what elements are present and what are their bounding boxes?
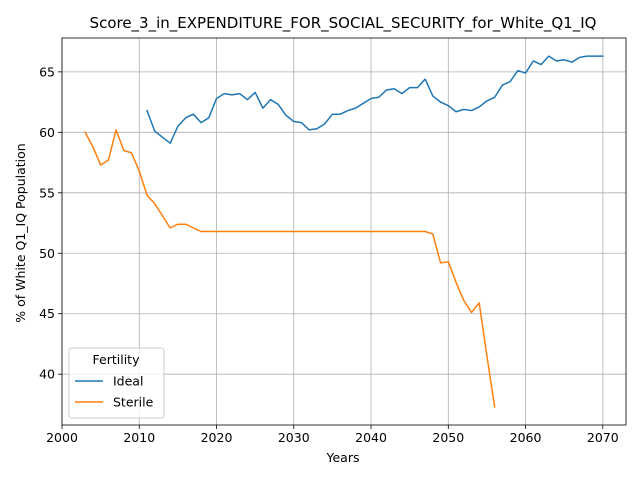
series-layer bbox=[84, 55, 604, 408]
x-tick-label: 2000 bbox=[46, 430, 78, 445]
x-tick-label: 2060 bbox=[510, 430, 542, 445]
x-tick-label: 2040 bbox=[355, 430, 387, 445]
series-line-sterile bbox=[84, 129, 496, 408]
y-tick-label: 50 bbox=[39, 246, 55, 261]
legend: Fertility Ideal Sterile bbox=[68, 347, 165, 419]
y-axis: 40 45 50 55 60 65 bbox=[39, 64, 62, 382]
x-tick-label: 2020 bbox=[201, 430, 233, 445]
legend-label-sterile: Sterile bbox=[113, 395, 154, 410]
legend-label-ideal: Ideal bbox=[113, 374, 143, 389]
x-axis: 2000 2010 2020 2030 2040 2050 2060 2070 bbox=[46, 425, 619, 445]
x-tick-label: 2070 bbox=[587, 430, 619, 445]
y-tick-label: 45 bbox=[39, 306, 55, 321]
y-tick-label: 40 bbox=[39, 367, 55, 382]
y-axis-label: % of White Q1_IQ Population bbox=[13, 143, 28, 322]
y-tick-label: 55 bbox=[39, 185, 55, 200]
x-axis-label: Years bbox=[326, 450, 360, 465]
series-line-ideal bbox=[146, 55, 604, 144]
legend-title: Fertility bbox=[93, 352, 141, 367]
x-tick-label: 2050 bbox=[432, 430, 464, 445]
x-tick-label: 2030 bbox=[278, 430, 310, 445]
y-tick-label: 65 bbox=[39, 64, 55, 79]
chart-title: Score_3_in_EXPENDITURE_FOR_SOCIAL_SECURI… bbox=[90, 14, 597, 33]
plot-frame bbox=[61, 37, 627, 426]
legend-box bbox=[68, 347, 165, 419]
y-tick-label: 60 bbox=[39, 125, 55, 140]
x-tick-label: 2010 bbox=[123, 430, 155, 445]
